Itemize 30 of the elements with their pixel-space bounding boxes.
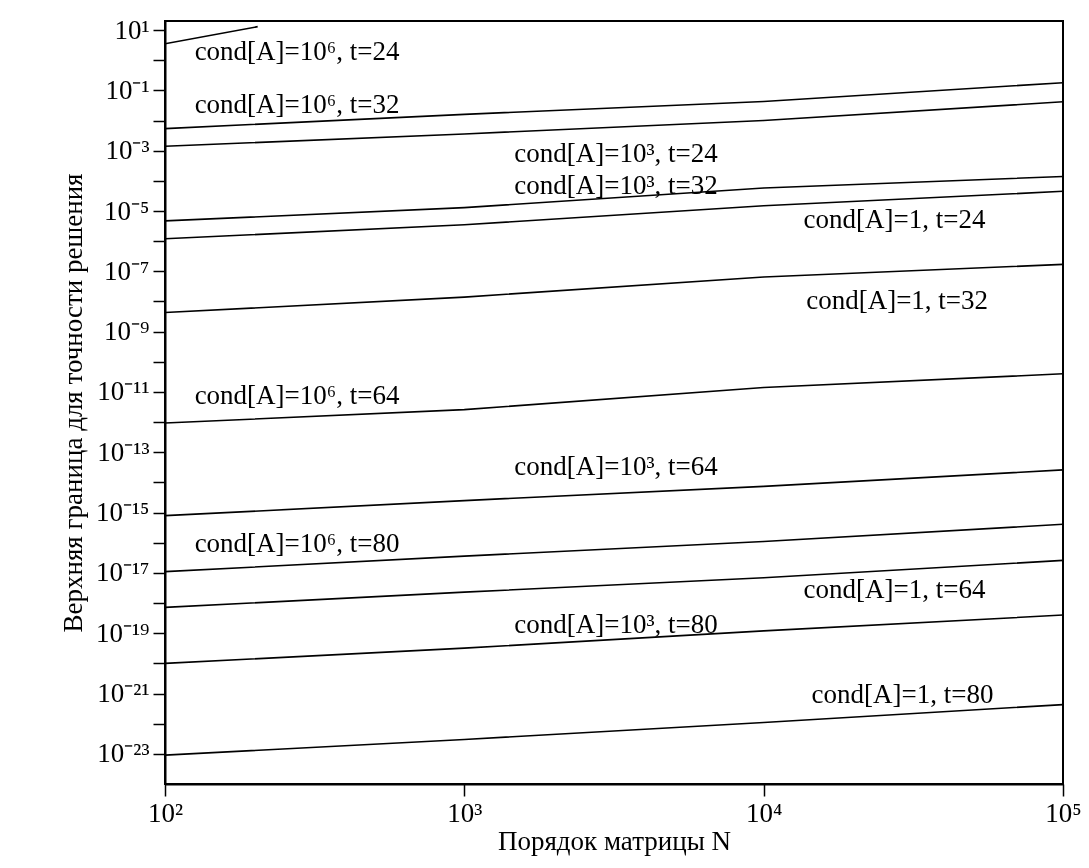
y-tick-label: 10⁻¹ <box>105 74 150 105</box>
x-axis-title: Порядок матрицы N <box>497 825 732 856</box>
y-tick-label: 10⁻²¹ <box>97 678 150 709</box>
y-tick-label: 10⁻⁷ <box>104 255 150 286</box>
series-label: cond[A]=10⁶, t=80 <box>194 528 400 559</box>
x-tick-label: 10⁵ <box>1045 797 1082 828</box>
series-label: cond[A]=10⁶, t=32 <box>194 89 400 120</box>
y-tick-label: 10¹ <box>114 14 150 45</box>
y-axis-title: Верхняя граница для точности решения <box>57 173 88 633</box>
y-tick-label: 10⁻²³ <box>97 738 150 769</box>
y-tick-label: 10⁻⁵ <box>104 195 150 226</box>
x-tick-label: 10³ <box>447 797 483 828</box>
series-label: cond[A]=1, t=64 <box>803 574 986 605</box>
series-label: cond[A]=1, t=32 <box>806 285 989 316</box>
y-tick-label: 10⁻⁹ <box>104 316 150 347</box>
y-tick-label: 10⁻¹⁷ <box>95 557 150 588</box>
series-label: cond[A]=10³, t=64 <box>514 451 719 482</box>
y-tick-label: 10⁻³ <box>105 135 150 166</box>
y-tick-label: 10⁻¹⁵ <box>95 497 150 528</box>
x-tick-label: 10² <box>147 797 184 828</box>
series-label: cond[A]=10³, t=80 <box>514 609 718 640</box>
y-tick-label: 10⁻¹¹ <box>97 376 150 407</box>
x-tick-label: 10⁴ <box>745 797 783 828</box>
series-label: cond[A]=10⁶, t=64 <box>194 379 400 410</box>
series-label: cond[A]=10⁶, t=24 <box>194 36 400 67</box>
y-tick-label: 10⁻¹³ <box>97 436 150 467</box>
series-label: cond[A]=1, t=80 <box>811 678 994 709</box>
y-tick-label: 10⁻¹⁹ <box>95 617 150 648</box>
series-label: cond[A]=1, t=24 <box>803 203 986 234</box>
series-label: cond[A]=10³, t=24 <box>514 137 719 168</box>
